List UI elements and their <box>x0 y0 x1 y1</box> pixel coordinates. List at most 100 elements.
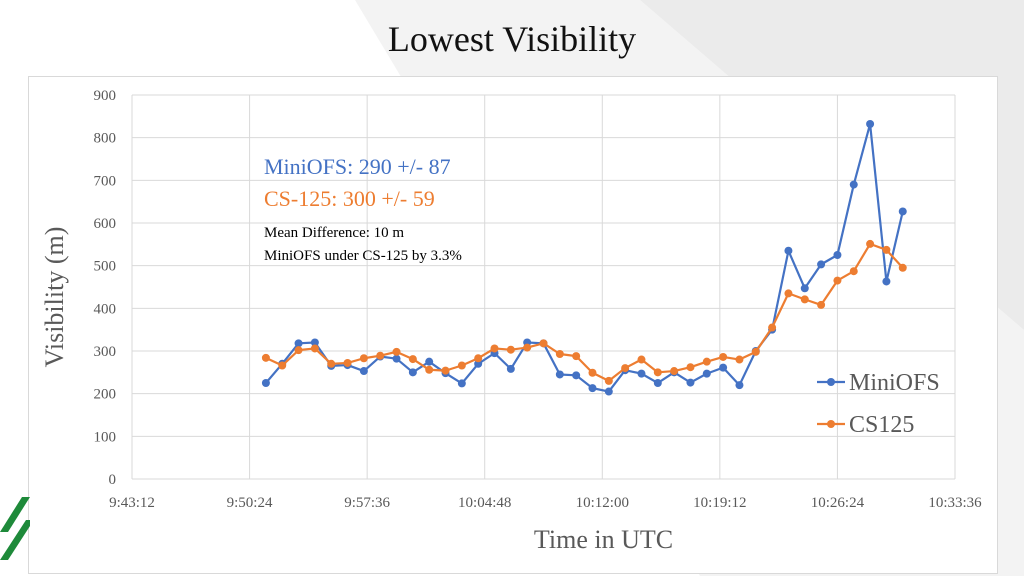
data-point-miniofs <box>653 379 662 387</box>
data-point-cs125 <box>735 355 744 364</box>
comparison-label: MiniOFS under CS-125 by 3.3% <box>264 248 462 264</box>
data-point-cs125 <box>343 358 352 367</box>
data-point-miniofs <box>261 379 270 387</box>
y-tick-label: 700 <box>94 173 117 189</box>
data-point-cs125 <box>882 245 891 254</box>
data-point-cs125 <box>866 239 875 248</box>
data-point-cs125 <box>817 300 826 309</box>
data-point-miniofs <box>800 284 809 293</box>
y-tick-label: 500 <box>94 259 117 275</box>
data-point-cs125 <box>898 263 907 272</box>
data-point-cs125 <box>441 366 450 375</box>
x-tick-label: 10:33:36 <box>928 495 982 511</box>
data-point-cs125 <box>310 344 319 353</box>
data-point-miniofs <box>588 384 597 393</box>
data-point-cs125 <box>294 346 303 355</box>
line-chart: 0 100 200 300 400 500 600 700 800 900 9:43:12 9:50:… <box>40 88 982 554</box>
data-point-cs125 <box>588 368 597 377</box>
data-point-miniofs <box>425 357 434 366</box>
data-point-miniofs <box>310 338 319 347</box>
data-point-miniofs <box>735 381 744 390</box>
cs125-stat-label: CS-125: 300 +/- 59 <box>264 186 435 211</box>
series-line-cs125 <box>265 242 904 382</box>
data-point-cs125 <box>784 289 793 298</box>
miniofs-stat-label: MiniOFS: 290 +/- 87 <box>264 154 451 179</box>
data-point-miniofs <box>719 363 728 372</box>
data-point-cs125 <box>490 344 499 353</box>
data-point-miniofs <box>555 370 564 379</box>
data-point-cs125 <box>425 365 434 374</box>
data-point-cs125 <box>261 353 270 362</box>
data-point-miniofs <box>898 207 907 216</box>
data-point-cs125 <box>637 355 646 364</box>
y-tick-label: 200 <box>94 387 117 403</box>
series-line-miniofs <box>265 122 904 393</box>
x-axis-title: Time in UTC <box>534 525 673 554</box>
x-tick-label: 10:19:12 <box>693 495 746 511</box>
data-point-miniofs <box>457 379 466 388</box>
data-point-cs125 <box>702 357 711 366</box>
data-point-cs125 <box>359 354 368 363</box>
data-point-cs125 <box>686 363 695 372</box>
data-point-cs125 <box>474 354 483 363</box>
data-point-miniofs <box>474 359 483 368</box>
data-point-miniofs <box>359 367 368 376</box>
data-point-cs125 <box>653 368 662 377</box>
x-tick-label: 10:26:24 <box>811 495 865 511</box>
legend-label-miniofs: MiniOFS <box>849 370 940 396</box>
data-point-cs125 <box>539 339 548 348</box>
data-point-cs125 <box>833 276 842 285</box>
data-point-cs125 <box>621 364 630 373</box>
data-point-miniofs <box>506 364 515 373</box>
data-point-cs125 <box>719 352 728 361</box>
data-point-miniofs <box>833 251 842 259</box>
x-tick-label: 10:04:48 <box>458 495 511 511</box>
data-point-cs125 <box>376 351 385 360</box>
legend-marker-cs125 <box>827 420 835 428</box>
x-tick-label: 10:12:00 <box>576 495 629 511</box>
x-tick-label: 9:50:24 <box>227 495 273 511</box>
y-tick-label: 600 <box>94 216 117 232</box>
data-point-cs125 <box>506 345 515 354</box>
x-tick-label: 9:57:36 <box>344 495 390 511</box>
y-tick-label: 100 <box>94 429 117 445</box>
legend-marker-miniofs <box>827 378 835 386</box>
data-point-cs125 <box>327 359 336 368</box>
data-point-miniofs <box>849 180 858 189</box>
legend-label-cs125: CS125 <box>849 412 914 438</box>
y-tick-label: 0 <box>109 472 117 488</box>
data-point-cs125 <box>751 347 760 356</box>
y-tick-label: 900 <box>94 88 117 104</box>
data-point-cs125 <box>604 376 613 385</box>
data-point-miniofs <box>392 354 401 363</box>
data-point-miniofs <box>702 369 711 378</box>
y-tick-label: 800 <box>94 131 117 147</box>
data-point-miniofs <box>604 387 613 396</box>
data-point-cs125 <box>408 355 417 364</box>
chart-container: 0 100 200 300 400 500 600 700 800 900 9:43:12 9:50:… <box>28 76 998 574</box>
data-point-miniofs <box>866 120 875 129</box>
y-tick-label: 300 <box>94 344 117 360</box>
x-tick-label: 9:43:12 <box>109 495 155 511</box>
data-point-miniofs <box>817 260 826 269</box>
data-point-cs125 <box>523 343 532 352</box>
data-point-miniofs <box>572 371 581 380</box>
data-point-cs125 <box>555 349 564 358</box>
data-point-cs125 <box>800 295 809 304</box>
data-point-miniofs <box>686 378 695 387</box>
y-axis-title: Visibility (m) <box>40 227 69 368</box>
data-point-cs125 <box>572 352 581 361</box>
data-point-cs125 <box>457 361 466 370</box>
y-tick-label: 400 <box>94 301 117 317</box>
data-point-cs125 <box>768 323 777 332</box>
data-point-cs125 <box>670 367 679 376</box>
data-point-cs125 <box>849 267 858 276</box>
data-point-cs125 <box>278 361 287 370</box>
slide-title: Lowest Visibility <box>387 19 637 59</box>
data-point-miniofs <box>882 277 891 286</box>
decorative-stripes <box>0 497 30 560</box>
data-point-miniofs <box>408 368 417 377</box>
data-point-miniofs <box>784 246 793 255</box>
data-point-cs125 <box>392 347 401 356</box>
mean-difference-label: Mean Difference: 10 m <box>264 225 405 241</box>
